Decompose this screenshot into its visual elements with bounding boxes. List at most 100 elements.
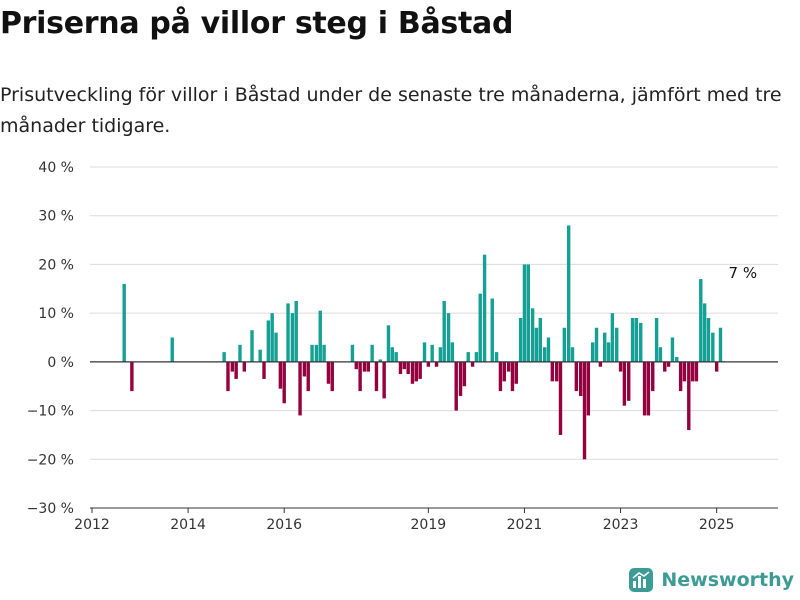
bar — [530, 308, 535, 362]
bar — [306, 361, 310, 392]
bar — [470, 361, 475, 367]
bar — [682, 361, 687, 382]
bar — [622, 361, 627, 406]
bar — [478, 293, 482, 362]
bar — [646, 361, 651, 416]
bar — [462, 361, 467, 387]
bar — [606, 342, 611, 362]
bar — [362, 361, 367, 372]
bar — [234, 361, 238, 379]
bar — [546, 337, 551, 362]
bar — [610, 313, 615, 362]
bar — [322, 344, 326, 362]
x-tick-label: 2023 — [603, 517, 639, 533]
bar — [326, 361, 331, 384]
bar — [230, 361, 235, 372]
bar — [286, 303, 290, 362]
bar — [690, 361, 695, 382]
bar — [410, 361, 415, 384]
bar — [582, 361, 587, 460]
bar — [550, 361, 555, 382]
bar — [354, 361, 358, 370]
x-tick-label: 2016 — [266, 517, 302, 533]
bar — [422, 342, 427, 362]
bar — [514, 361, 518, 384]
x-tick-label: 2019 — [411, 517, 447, 533]
newsworthy-logo-text: Newsworthy — [661, 569, 794, 591]
bar — [687, 361, 691, 431]
bar — [474, 352, 479, 362]
bar — [670, 337, 675, 362]
bar — [366, 361, 370, 372]
bar — [250, 330, 254, 362]
latest-value-annotation: 7 % — [729, 264, 758, 282]
bar — [694, 361, 699, 382]
bar — [586, 361, 591, 416]
bar — [542, 347, 547, 362]
bar — [706, 318, 711, 362]
bar — [238, 344, 242, 362]
bar — [302, 361, 307, 377]
x-tick-label: 2014 — [170, 517, 206, 533]
bar — [574, 361, 579, 392]
bar — [370, 344, 374, 362]
bar — [294, 300, 298, 362]
bar — [466, 352, 470, 362]
bar — [558, 361, 563, 435]
bar — [258, 349, 262, 362]
bar — [518, 318, 523, 362]
bar — [386, 325, 391, 362]
bar — [663, 361, 667, 372]
y-tick-label: −30 % — [27, 501, 74, 517]
bar — [602, 332, 607, 362]
newsworthy-logo-icon — [629, 568, 654, 592]
bar — [418, 361, 422, 379]
bar — [702, 303, 707, 362]
y-tick-label: 30 % — [38, 209, 74, 225]
chart-subtitle: Prisutveckling för villor i Båstad under… — [0, 84, 782, 137]
bar — [278, 361, 283, 389]
bar — [406, 361, 410, 375]
bar — [130, 361, 134, 392]
bar — [274, 332, 278, 362]
bar — [526, 264, 530, 362]
chart-title: Priserna på villor steg i Båstad — [0, 6, 514, 41]
bar — [570, 347, 575, 362]
y-tick-label: 0 % — [47, 355, 74, 371]
bar — [494, 352, 499, 362]
bar — [122, 283, 126, 362]
bar — [510, 361, 515, 392]
bar — [458, 361, 463, 396]
bar — [242, 361, 247, 372]
bar — [598, 361, 603, 367]
bar — [438, 347, 443, 362]
bar — [314, 344, 319, 362]
y-tick-label: 20 % — [38, 257, 74, 273]
bar — [714, 361, 719, 372]
bar — [554, 361, 559, 382]
bar — [450, 342, 455, 362]
y-tick-label: −20 % — [27, 452, 74, 468]
y-tick-label: −10 % — [27, 404, 74, 420]
bar — [590, 342, 595, 362]
bar — [634, 318, 639, 362]
bar — [262, 361, 266, 379]
bar — [654, 318, 659, 362]
bar — [642, 361, 647, 416]
newsworthy-logo: Newsworthy — [629, 568, 794, 592]
bar — [442, 300, 446, 362]
bar — [350, 344, 355, 362]
bar — [454, 361, 458, 411]
bar — [562, 327, 567, 362]
bar — [651, 361, 655, 392]
y-tick-label: 10 % — [38, 306, 74, 322]
bar — [330, 361, 334, 392]
bar — [310, 344, 314, 362]
bar — [382, 361, 386, 399]
bar — [506, 361, 511, 372]
bar — [615, 327, 619, 362]
bar — [675, 356, 679, 362]
bar — [630, 318, 635, 362]
bar — [711, 332, 715, 362]
